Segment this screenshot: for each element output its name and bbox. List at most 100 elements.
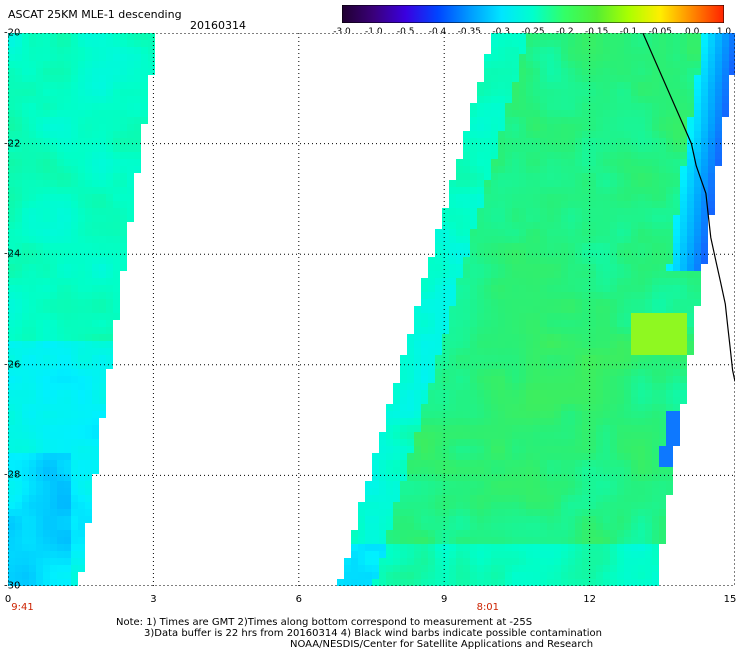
data-cell — [533, 243, 540, 250]
data-cell — [589, 341, 596, 348]
data-cell — [372, 495, 379, 502]
data-cell — [484, 579, 491, 586]
data-cell — [582, 327, 589, 334]
data-cell — [624, 117, 631, 124]
data-cell — [15, 159, 22, 166]
data-cell — [29, 544, 36, 551]
data-cell — [400, 376, 407, 383]
data-cell — [36, 180, 43, 187]
data-cell — [99, 278, 106, 285]
data-cell — [680, 145, 687, 152]
data-cell — [561, 166, 568, 173]
data-cell — [561, 341, 568, 348]
data-cell — [92, 166, 99, 173]
data-cell — [71, 474, 78, 481]
data-cell — [99, 54, 106, 61]
data-cell — [666, 96, 673, 103]
data-cell — [680, 313, 687, 320]
data-cell — [645, 215, 652, 222]
data-cell — [659, 152, 666, 159]
data-cell — [477, 110, 484, 117]
data-cell — [477, 530, 484, 537]
data-cell — [547, 215, 554, 222]
data-cell — [484, 544, 491, 551]
data-cell — [533, 390, 540, 397]
data-cell — [575, 439, 582, 446]
data-cell — [106, 257, 113, 264]
data-cell — [596, 278, 603, 285]
data-cell — [652, 278, 659, 285]
data-cell — [78, 306, 85, 313]
data-cell — [92, 355, 99, 362]
data-cell — [484, 383, 491, 390]
data-cell — [470, 229, 477, 236]
data-cell — [638, 145, 645, 152]
data-cell — [29, 166, 36, 173]
data-cell — [435, 292, 442, 299]
data-cell — [99, 236, 106, 243]
data-cell — [659, 439, 666, 446]
data-cell — [85, 439, 92, 446]
data-cell — [561, 201, 568, 208]
data-cell — [491, 320, 498, 327]
data-cell — [589, 250, 596, 257]
data-cell — [652, 376, 659, 383]
data-cell — [526, 313, 533, 320]
data-cell — [498, 565, 505, 572]
data-cell — [351, 572, 358, 579]
data-cell — [36, 229, 43, 236]
data-cell — [610, 40, 617, 47]
data-cell — [463, 313, 470, 320]
data-cell — [498, 299, 505, 306]
data-cell — [120, 33, 127, 40]
data-cell — [442, 572, 449, 579]
data-cell — [386, 488, 393, 495]
data-cell — [694, 257, 701, 264]
data-cell — [498, 369, 505, 376]
data-cell — [568, 47, 575, 54]
data-cell — [22, 68, 29, 75]
data-cell — [540, 271, 547, 278]
data-cell — [421, 502, 428, 509]
data-cell — [554, 404, 561, 411]
data-cell — [106, 40, 113, 47]
data-cell — [127, 54, 134, 61]
data-cell — [85, 334, 92, 341]
data-cell — [113, 250, 120, 257]
data-cell — [43, 362, 50, 369]
data-cell — [547, 299, 554, 306]
data-cell — [603, 131, 610, 138]
data-cell — [547, 341, 554, 348]
data-cell — [603, 264, 610, 271]
data-cell — [106, 278, 113, 285]
colorbar-tick-label: -1.0 — [365, 27, 383, 37]
data-cell — [659, 404, 666, 411]
data-cell — [575, 313, 582, 320]
data-cell — [505, 565, 512, 572]
data-cell — [554, 138, 561, 145]
data-cell — [92, 75, 99, 82]
data-cell — [673, 82, 680, 89]
data-cell — [92, 404, 99, 411]
data-cell — [106, 166, 113, 173]
data-cell — [15, 201, 22, 208]
data-cell — [533, 467, 540, 474]
data-cell — [428, 341, 435, 348]
data-cell — [533, 530, 540, 537]
data-cell — [477, 236, 484, 243]
data-cell — [15, 530, 22, 537]
data-cell — [512, 194, 519, 201]
data-cell — [491, 488, 498, 495]
data-cell — [57, 390, 64, 397]
data-cell — [435, 558, 442, 565]
data-cell — [498, 194, 505, 201]
data-cell — [645, 68, 652, 75]
data-cell — [92, 243, 99, 250]
data-cell — [64, 362, 71, 369]
data-cell — [57, 75, 64, 82]
data-cell — [505, 404, 512, 411]
data-cell — [428, 516, 435, 523]
data-cell — [554, 544, 561, 551]
data-cell — [659, 509, 666, 516]
data-cell — [596, 33, 603, 40]
